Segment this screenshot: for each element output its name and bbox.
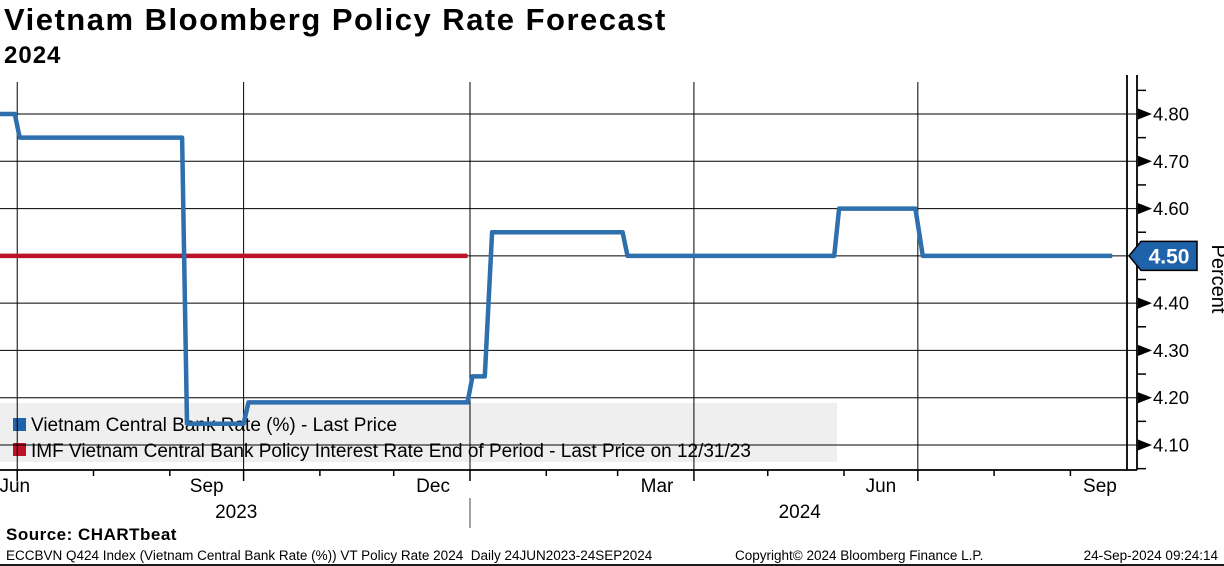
legend: Vietnam Central Bank Rate (%) - Last Pri… bbox=[0, 403, 837, 462]
x-month-label: Dec bbox=[416, 476, 450, 497]
series-line bbox=[0, 111, 1113, 426]
y-axis: 4.10 4.20 4.30 4.40 4.50 4.60 4.70 4.80 bbox=[1137, 89, 1189, 470]
y-tick-arrow bbox=[1138, 439, 1152, 451]
copyright-text: Copyright© 2024 Bloomberg Finance L.P. bbox=[735, 548, 984, 563]
y-tick-arrow bbox=[1138, 108, 1152, 120]
x-month-label: Jun bbox=[0, 476, 30, 497]
bottom-divider bbox=[0, 564, 1224, 566]
y-tick-label: 4.80 bbox=[1153, 104, 1189, 125]
x-month-label: Jun bbox=[866, 476, 897, 497]
footer-info-row: ECCBVN Q424 Index (Vietnam Central Bank … bbox=[0, 548, 1224, 564]
legend-label: IMF Vietnam Central Bank Policy Interest… bbox=[31, 441, 751, 462]
y-tick-arrow bbox=[1138, 344, 1152, 356]
last-price-badge: 4.50 bbox=[1128, 240, 1198, 272]
y-tick-label: 4.60 bbox=[1153, 198, 1189, 219]
x-year-label: 2024 bbox=[779, 502, 822, 523]
y-tick-label: 4.70 bbox=[1153, 151, 1189, 172]
y-tick-label: 4.40 bbox=[1153, 293, 1189, 314]
y-tick-arrow bbox=[1138, 297, 1152, 309]
legend-swatch bbox=[13, 418, 26, 431]
y-tick-arrow bbox=[1138, 392, 1152, 404]
index-info: ECCBVN Q424 Index (Vietnam Central Bank … bbox=[6, 548, 653, 563]
svg-text:4.50: 4.50 bbox=[1149, 245, 1190, 268]
y-tick-label: 4.10 bbox=[1153, 435, 1189, 456]
axes-frame bbox=[0, 75, 1138, 471]
y-axis-title: Percent bbox=[1207, 245, 1224, 314]
x-month-label: Sep bbox=[190, 476, 224, 497]
timestamp: 24-Sep-2024 09:24:14 bbox=[1083, 548, 1218, 563]
y-tick-arrow bbox=[1138, 155, 1152, 167]
x-month-label: Mar bbox=[641, 476, 674, 497]
y-tick-label: 4.30 bbox=[1153, 340, 1189, 361]
x-month-label: Sep bbox=[1083, 476, 1117, 497]
legend-swatch bbox=[13, 443, 26, 456]
x-year-label: 2023 bbox=[215, 502, 257, 523]
y-tick-arrow bbox=[1138, 203, 1152, 215]
source-label: Source: CHARTbeat bbox=[6, 525, 177, 544]
x-axis: Jun Sep Dec Mar Jun Sep 2023 2024 bbox=[0, 470, 1117, 528]
chart-title: Vietnam Bloomberg Policy Rate Forecast bbox=[4, 2, 667, 37]
y-tick-label: 4.20 bbox=[1153, 387, 1189, 408]
chart-subtitle: 2024 bbox=[4, 42, 62, 69]
